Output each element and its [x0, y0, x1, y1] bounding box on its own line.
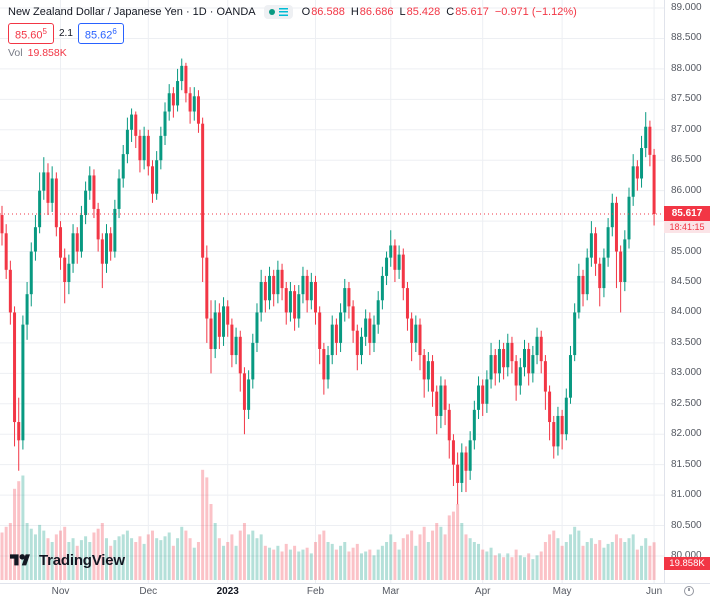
- price-tick-label: 81.000: [671, 489, 702, 501]
- time-axis-label: May: [552, 586, 572, 597]
- change-value: −0.971 (−1.12%): [494, 6, 577, 18]
- price-tick-label: 83.000: [671, 367, 702, 379]
- volume-label: Vol: [8, 47, 23, 59]
- low-label: L: [399, 6, 406, 18]
- tradingview-logo-text: TradingView: [39, 552, 125, 569]
- time-axis-label: Dec: [139, 586, 158, 597]
- price-tick-label: 84.000: [671, 306, 702, 318]
- current-volume-label: 19.858K: [664, 557, 710, 570]
- open-value: 86.588: [311, 6, 345, 18]
- price-tick-label: 89.000: [671, 2, 702, 13]
- time-axis-label: Nov: [51, 586, 70, 597]
- price-tick-label: 86.500: [671, 154, 702, 166]
- price-tick-label: 80.000: [671, 550, 702, 561]
- price-tick-label: 84.500: [671, 276, 702, 287]
- time-axis-label: Mar: [382, 586, 400, 597]
- time-axis-label: Jun: [646, 586, 663, 597]
- tradingview-logo: [10, 554, 30, 566]
- chart-legend: New Zealand Dollar / Japanese Yen · 1D ·…: [8, 5, 577, 59]
- price-tick-label: 81.500: [671, 458, 702, 470]
- price-tick-label: 80.500: [671, 519, 702, 531]
- sell-button[interactable]: 85.605: [8, 22, 54, 45]
- price-tick-label: 82.000: [671, 428, 702, 440]
- time-axis-label: 2023: [216, 586, 239, 597]
- price-tick-label: 88.000: [671, 62, 702, 74]
- time-axis-label: Apr: [474, 586, 491, 597]
- legend-menu-icon: [278, 8, 288, 16]
- symbol-title[interactable]: New Zealand Dollar / Japanese Yen · 1D ·…: [8, 6, 256, 18]
- close-value: 85.617: [455, 6, 489, 18]
- price-tick-label: 88.500: [671, 32, 702, 44]
- volume-value: 19.858K: [27, 47, 67, 59]
- open-label: O: [301, 6, 311, 18]
- close-label: C: [446, 6, 455, 18]
- price-tick-label: 87.000: [671, 123, 702, 135]
- buy-price-sup: 6: [112, 26, 117, 36]
- price-tick-label: 86.000: [671, 184, 702, 196]
- buy-button[interactable]: 85.626: [77, 22, 124, 45]
- ohlc-readout: O 86.588 H 86.686 L 85.428 C 85.617 −0.971 (…: [302, 6, 577, 18]
- legend-status-pill[interactable]: [263, 5, 293, 19]
- high-value: 86.686: [359, 6, 394, 18]
- legend-row-quotes: 85.605 2.1 85.626: [8, 22, 577, 45]
- sell-price-sup: 5: [42, 26, 47, 36]
- volume-series: [0, 469, 656, 580]
- spread-value: 2.1: [58, 28, 73, 39]
- price-tick-label: 82.500: [671, 397, 702, 409]
- price-axis[interactable]: 89.000 88.500 88.000 87.500 87.000 86.500 86.0…: [664, 0, 710, 583]
- tradingview-watermark[interactable]: TradingView: [10, 551, 125, 570]
- time-axis[interactable]: Nov Dec 2023 Feb Mar Apr May Jun: [0, 583, 710, 600]
- time-axis-label: Feb: [306, 586, 325, 597]
- bar-countdown-label: 18:41:15: [664, 221, 710, 233]
- legend-row-symbol: New Zealand Dollar / Japanese Yen · 1D ·…: [8, 5, 577, 19]
- market-open-dot-icon: [268, 9, 275, 15]
- current-price-label: 85.617: [664, 206, 710, 221]
- sell-price: 85.60: [15, 29, 43, 42]
- high-label: H: [350, 6, 359, 18]
- price-tick-label: 85.000: [671, 245, 702, 257]
- grid: [0, 0, 664, 583]
- low-value: 85.428: [406, 6, 441, 18]
- price-tick-label: 87.500: [671, 93, 702, 105]
- clock-icon[interactable]: [684, 586, 694, 596]
- candle-series: [0, 58, 656, 505]
- buy-price: 85.62: [84, 29, 113, 42]
- legend-row-volume: Vol 19.858K: [8, 47, 577, 59]
- price-tick-label: 83.500: [671, 336, 702, 348]
